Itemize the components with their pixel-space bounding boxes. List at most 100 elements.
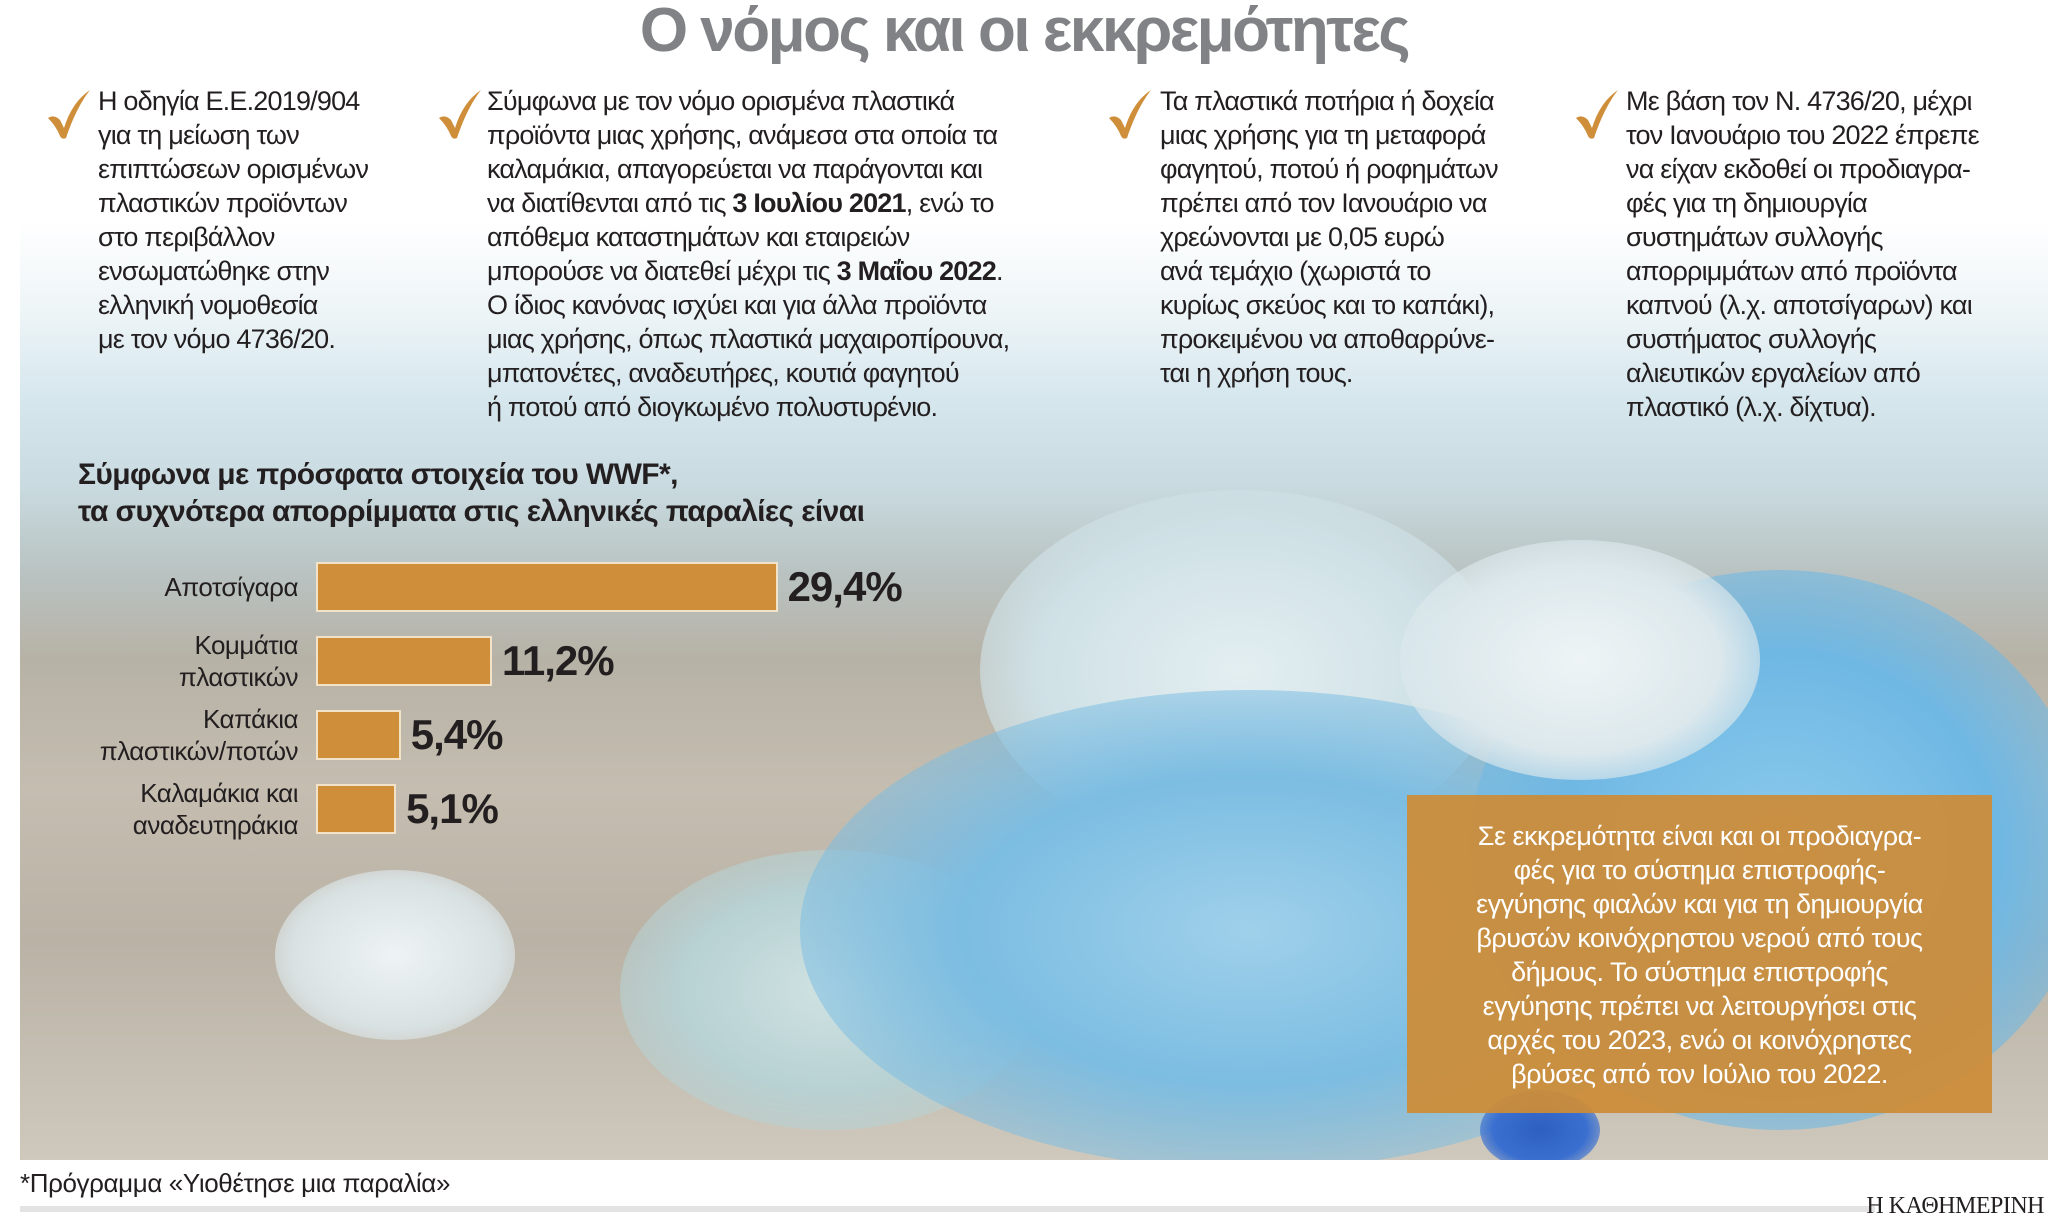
info-column: Τα πλαστικά ποτήρια ή δοχεία μιας χρήσης …: [1160, 84, 1499, 390]
callout-line: βρύσες από τον Ιούλιο του 2022.: [1511, 1059, 1888, 1089]
text-segment: Τα πλαστικά ποτήρια ή δοχεία: [1160, 86, 1495, 116]
text-segment: ενσωματώθηκε στην: [98, 256, 330, 286]
info-column: Σύμφωνα με τον νόμο ορισμένα πλαστικά προ…: [487, 84, 1010, 424]
text-segment: μπορούσε να διατεθεί μέχρι τις: [487, 256, 837, 286]
text-line: ή ποτού από διογκωμένο πολυστυρένιο.: [487, 390, 1009, 424]
checkmark-icon: [1574, 88, 1620, 140]
text-segment: ή ποτού από διογκωμένο πολυστυρένιο.: [487, 392, 938, 422]
bold-date: 3 Μαΐου 2022: [836, 256, 997, 286]
text-segment: καλαμάκια, απαγορεύεται να παράγονται κα…: [487, 154, 983, 184]
bar: [316, 636, 492, 686]
text-line: απορριμμάτων από προϊόντα: [1626, 254, 1979, 288]
text-line: ανά τεμάχιο (χωριστά το: [1160, 254, 1498, 288]
text-segment: .: [995, 256, 1003, 286]
category-label: Αποτσίγαρα: [164, 571, 298, 603]
callout-line: δήμους. Το σύστημα επιστροφής: [1511, 957, 1888, 987]
category-label: Καλαμάκια και αναδευτηράκια: [133, 777, 299, 841]
text-line: κυρίως σκεύος και το καπάκι),: [1160, 288, 1498, 322]
text-line: ελληνική νομοθεσία: [98, 288, 368, 322]
text-segment: φαγητού, ποτού ή ροφημάτων: [1160, 154, 1499, 184]
info-column: Με βάση τον Ν. 4736/20, μέχρι τον Ιανουάρ…: [1626, 84, 1980, 424]
text-segment: για τη μείωση των: [98, 120, 300, 150]
value-label: 5,1%: [406, 785, 499, 832]
text-line: να είχαν εκδοθεί οι προδιαγρα-: [1626, 152, 1979, 186]
checkmark-icon: [437, 88, 483, 140]
category-label-line: πλαστικών: [178, 662, 299, 692]
chart-title-line: Σύμφωνα με πρόσφατα στοιχεία του WWF*,: [78, 458, 678, 491]
text-segment: συστημάτων συλλογής: [1626, 222, 1883, 252]
text-segment: επιπτώσεων ορισμένων: [98, 154, 369, 184]
category-label-line: Αποτσίγαρα: [164, 572, 298, 602]
bar: [316, 562, 778, 612]
text-segment: μιας χρήσης, όπως πλαστικά μαχαιροπίρουν…: [487, 324, 1010, 354]
callout-line: βρυσών κοινόχρηστου νερού από τους: [1476, 923, 1923, 953]
category-label: Καπάκια πλαστικών/ποτών: [99, 703, 299, 767]
category-label-line: Καπάκια: [203, 704, 298, 734]
text-segment: κυρίως σκεύος και το καπάκι),: [1160, 290, 1495, 320]
text-line: πλαστικών προϊόντων: [98, 186, 368, 220]
callout-line: αρχές του 2023, ενώ οι κοινόχρηστες: [1487, 1025, 1912, 1055]
text-line: φαγητού, ποτού ή ροφημάτων: [1160, 152, 1499, 186]
text-segment: φές για τη δημιουργία: [1626, 188, 1868, 218]
text-line: μπορούσε να διατεθεί μέχρι τις 3 Μαΐου 2…: [487, 254, 1009, 288]
text-line: Τα πλαστικά ποτήρια ή δοχεία: [1160, 84, 1498, 118]
text-segment: στο περιβάλλον: [98, 222, 275, 252]
text-segment: μιας χρήσης για τη μεταφορά: [1160, 120, 1486, 150]
text-line: απόθεμα καταστημάτων και εταιρειών: [487, 220, 1009, 254]
text-line: συστήματος συλλογής: [1626, 322, 1979, 356]
text-line: φές για τη δημιουργία: [1626, 186, 1979, 220]
checkmark-icon: [46, 88, 92, 140]
brand-logo: Η ΚΑΘΗΜΕΡΙΝΗ: [1866, 1193, 2044, 1219]
text-line: ενσωματώθηκε στην: [98, 254, 368, 288]
text-segment: συστήματος συλλογής: [1626, 324, 1877, 354]
text-segment: Η οδηγία Ε.Ε.2019/904: [98, 86, 360, 116]
text-line: προϊόντα μιας χρήσης, ανάμεσα στα οποία …: [487, 118, 1009, 152]
footnote: *Πρόγραμμα «Υιοθέτησε μια παραλία»: [20, 1168, 450, 1198]
text-line: μιας χρήσης, όπως πλαστικά μαχαιροπίρουν…: [487, 322, 1010, 356]
chart-title-line: τα συχνότερα απορρίμματα στις ελληνικές …: [78, 495, 865, 528]
text-segment: , ενώ το: [905, 188, 995, 218]
text-segment: χρεώνονται με 0,05 ευρώ: [1160, 222, 1445, 252]
value-label: 5,4%: [410, 711, 504, 758]
text-segment: καπνού (λ.χ. αποτσίγαρων) και: [1626, 290, 1973, 320]
text-line: να διατίθενται από τις 3 Ιουλίου 2021, ε…: [487, 186, 1009, 220]
text-line: Ο ίδιος κανόνας ισχύει και για άλλα προϊ…: [487, 288, 1009, 322]
text-segment: Σύμφωνα με τον νόμο ορισμένα πλαστικά: [487, 86, 955, 116]
category-label-line: πλαστικών/ποτών: [99, 736, 299, 766]
text-line: ται η χρήση τους.: [1160, 356, 1498, 390]
category-label: Κομμάτια πλαστικών: [178, 629, 299, 693]
text-segment: Ο ίδιος κανόνας ισχύει και για άλλα προϊ…: [487, 290, 987, 320]
text-line: τον Ιανουάριο του 2022 έπρεπε: [1626, 118, 1980, 152]
text-segment: να είχαν εκδοθεί οι προδιαγρα-: [1626, 154, 1971, 184]
text-segment: ελληνική νομοθεσία: [98, 290, 318, 320]
page-title: Ο νόμος και οι εκκρεμότητες: [639, 0, 1411, 65]
callout-line: εγγύησης πρέπει να λειτουργήσει στις: [1482, 991, 1917, 1021]
info-column: Η οδηγία Ε.Ε.2019/904 για τη μείωση των επ…: [98, 84, 369, 356]
text-segment: τον Ιανουάριο του 2022 έπρεπε: [1626, 120, 1980, 150]
text-segment: ται η χρήση τους.: [1160, 358, 1353, 388]
text-line: πλαστικό (λ.χ. δίχτυα).: [1626, 390, 1979, 424]
text-line: αλιευτικών εργαλείων από: [1626, 356, 1979, 390]
text-line: στο περιβάλλον: [98, 220, 368, 254]
bar: [316, 710, 401, 760]
bold-date: 3 Ιουλίου 2021: [732, 188, 906, 218]
text-line: χρεώνονται με 0,05 ευρώ: [1160, 220, 1498, 254]
text-segment: με τον νόμο 4736/20.: [98, 324, 336, 354]
callout-line: εγγύησης φιαλών και για τη δημιουργία: [1476, 889, 1923, 919]
checkmark-icon: [1107, 88, 1153, 140]
bottle-shape: [275, 870, 515, 1040]
text-line: επιπτώσεων ορισμένων: [98, 152, 369, 186]
footer-rule: [20, 1206, 1875, 1212]
text-segment: να διατίθενται από τις: [487, 188, 733, 218]
text-line: καλαμάκια, απαγορεύεται να παράγονται κα…: [487, 152, 1009, 186]
text-segment: Με βάση τον Ν. 4736/20, μέχρι: [1626, 86, 1972, 116]
text-line: με τον νόμο 4736/20.: [98, 322, 368, 356]
category-label-line: Καλαμάκια και: [140, 778, 298, 808]
text-segment: προϊόντα μιας χρήσης, ανάμεσα στα οποία …: [487, 120, 998, 150]
bar: [316, 784, 397, 834]
text-line: μιας χρήσης για τη μεταφορά: [1160, 118, 1498, 152]
text-segment: απορριμμάτων από προϊόντα: [1626, 256, 1958, 286]
text-segment: ανά τεμάχιο (χωριστά το: [1160, 256, 1431, 286]
text-segment: πρέπει από τον Ιανουάριο να: [1160, 188, 1487, 218]
category-label-line: Κομμάτια: [194, 630, 298, 660]
